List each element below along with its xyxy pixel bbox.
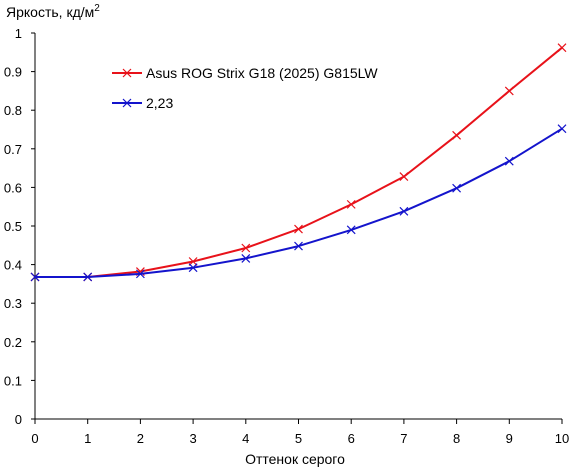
y-tick-label: 0.8	[4, 103, 22, 118]
y-tick-label: 0.3	[4, 296, 22, 311]
y-tick-label: 1	[15, 26, 22, 41]
data-point-marker	[188, 263, 198, 273]
series-line	[35, 46, 563, 278]
x-tick-label: 1	[84, 431, 91, 446]
data-point-marker	[452, 183, 462, 193]
y-tick-label: 0.4	[4, 258, 22, 273]
y-axis-title-superscript: 2	[94, 3, 100, 14]
y-tick-label: 0	[15, 412, 22, 427]
data-point-marker	[241, 253, 251, 263]
legend-label: 2,23	[146, 95, 173, 111]
data-point-marker	[557, 124, 567, 134]
data-point-marker	[83, 272, 93, 282]
legend-marker	[122, 98, 132, 108]
data-point-marker	[399, 172, 409, 182]
data-point-marker	[504, 86, 514, 96]
x-axis: 0 1 2 3 4 5 6 7 8 9 10	[31, 419, 569, 446]
data-point-marker	[294, 224, 303, 234]
data-point-marker	[346, 225, 356, 235]
data-point-marker	[30, 272, 40, 282]
data-point-marker	[399, 206, 409, 216]
y-tick-label: 0.6	[4, 180, 22, 195]
x-tick-label: 3	[189, 431, 196, 446]
series-layer	[30, 43, 567, 282]
data-point-marker	[504, 156, 514, 166]
y-axis: 0 0.1 0.2 0.3 0.4 0.5 0.6 0.7 0.8 0.9 1	[4, 26, 35, 427]
legend-label: Asus ROG Strix G18 (2025) G815LW	[146, 65, 378, 81]
x-tick-label: 4	[242, 431, 249, 446]
x-tick-label: 10	[555, 431, 569, 446]
y-axis-title-text: Яркость, кд/м2	[6, 3, 100, 20]
series-line	[35, 127, 563, 278]
x-tick-label: 6	[348, 431, 355, 446]
x-tick-label: 0	[31, 431, 38, 446]
y-tick-label: 0.1	[4, 373, 22, 388]
data-point-marker	[452, 130, 462, 140]
data-point-marker	[294, 241, 303, 251]
x-axis-title: Оттенок серого	[245, 451, 345, 467]
x-tick-label: 7	[400, 431, 407, 446]
legend-item-2: 2,23	[112, 95, 173, 111]
data-point-marker	[346, 199, 356, 209]
x-tick-label: 8	[453, 431, 460, 446]
y-tick-label: 0.2	[4, 335, 22, 350]
y-tick-label: 0.9	[4, 65, 22, 80]
data-point-marker	[135, 269, 145, 279]
data-point-marker	[241, 243, 251, 253]
plot-area	[34, 33, 562, 420]
legend-item-1: Asus ROG Strix G18 (2025) G815LW	[112, 65, 378, 81]
x-tick-label: 5	[295, 431, 302, 446]
legend: Asus ROG Strix G18 (2025) G815LW 2,23	[112, 65, 378, 111]
data-point-marker	[557, 43, 567, 53]
y-tick-label: 0.5	[4, 219, 22, 234]
y-axis-title-main: Яркость, кд/м	[6, 4, 94, 20]
series-2	[30, 124, 567, 282]
legend-marker	[122, 68, 132, 78]
x-tick-label: 2	[137, 431, 144, 446]
x-tick-label: 9	[506, 431, 513, 446]
y-tick-label: 0.7	[4, 142, 22, 157]
y-axis-title: Яркость, кд/м2	[6, 3, 100, 20]
